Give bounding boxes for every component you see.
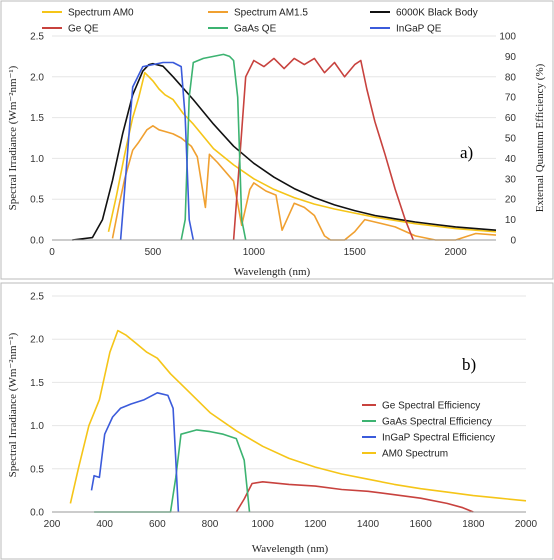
series-line-ge-spectral-efficiency bbox=[235, 480, 474, 513]
y2-tick-label: 20 bbox=[505, 195, 517, 206]
legend-label-6000k-black-body: 6000K Black Body bbox=[396, 8, 478, 19]
legend-label-ingap-spectral-efficiency: InGaP Spectral Efficiency bbox=[382, 433, 495, 444]
y2-tick-label: 30 bbox=[505, 174, 517, 185]
panel-a-y-axis-label: Spectral Irradiance (Wm⁻²nm⁻¹) bbox=[7, 65, 19, 210]
legend-label-gaas-qe: GaAs QE bbox=[234, 24, 277, 35]
legend-label-gaas-spectral-efficiency: GaAs Spectral Efficiency bbox=[382, 417, 492, 428]
series-line-gaas-qe bbox=[180, 53, 247, 241]
panel-a-x-axis-label: Wavelength (nm) bbox=[234, 266, 311, 278]
series-line-spectrum-am0 bbox=[107, 71, 497, 233]
x-tick-label: 200 bbox=[44, 519, 61, 530]
y2-tick-label: 40 bbox=[505, 154, 517, 165]
series-line-ingap-spectral-efficiency bbox=[90, 391, 180, 513]
panel-a: 0.0 0.5 1.0 1.5 2.0 2.5 0 10 20 30 40 50 60 70 80 90 100… bbox=[0, 0, 554, 280]
series-line-spectrum-am1-5 bbox=[111, 125, 497, 241]
panel-b-x-axis-label: Wavelength (nm) bbox=[252, 543, 329, 555]
x-tick-label: 1000 bbox=[243, 247, 266, 258]
panel-a-series bbox=[72, 53, 497, 241]
y-tick-label: 0.5 bbox=[30, 195, 44, 206]
y2-tick-label: 70 bbox=[505, 93, 517, 104]
series-line-ge-qe bbox=[232, 57, 415, 241]
series-line-6000k-black-body bbox=[72, 62, 497, 241]
y-tick-label: 1.0 bbox=[30, 421, 44, 432]
panel-a-y2-axis-label: External Quantum Efficiency (%) bbox=[534, 63, 546, 212]
y2-tick-label: 60 bbox=[505, 113, 517, 124]
panel-b: 0.0 0.5 1.0 1.5 2.0 2.5 200 400 600 800 1000 1200 14… bbox=[0, 282, 554, 560]
y-tick-label: 2.5 bbox=[30, 32, 44, 43]
y-tick-label: 1.0 bbox=[30, 154, 44, 165]
y2-tick-label: 100 bbox=[499, 32, 516, 43]
y-tick-label: 0.0 bbox=[30, 236, 44, 247]
x-tick-label: 400 bbox=[96, 519, 113, 530]
y2-tick-label: 0 bbox=[510, 236, 516, 247]
y-tick-label: 2.5 bbox=[30, 292, 44, 303]
y-tick-label: 1.5 bbox=[30, 113, 44, 124]
x-tick-label: 800 bbox=[202, 519, 219, 530]
x-tick-label: 500 bbox=[145, 247, 162, 258]
y2-tick-label: 50 bbox=[505, 134, 517, 145]
series-line-am0-spectrum bbox=[69, 329, 527, 504]
x-tick-label: 2000 bbox=[445, 247, 468, 258]
panel-b-legend: Ge Spectral Efficiency GaAs Spectral Effi… bbox=[362, 401, 495, 460]
x-tick-label: 1500 bbox=[344, 247, 367, 258]
panel-b-label: b) bbox=[462, 355, 476, 374]
x-tick-label: 1800 bbox=[462, 519, 485, 530]
panel-b-y-axis-label: Spectral Irradiance (Wm⁻²nm⁻¹) bbox=[7, 332, 19, 477]
legend-label-ingap-qe: InGaP QE bbox=[396, 24, 442, 35]
y-tick-label: 0.0 bbox=[30, 508, 44, 519]
x-tick-label: 1000 bbox=[252, 519, 275, 530]
y-tick-label: 1.5 bbox=[30, 378, 44, 389]
x-tick-label: 1200 bbox=[304, 519, 327, 530]
series-line-ingap-qe bbox=[119, 61, 195, 241]
x-tick-label: 2000 bbox=[515, 519, 538, 530]
y-tick-label: 2.0 bbox=[30, 335, 44, 346]
legend-label-ge-spectral-efficiency: Ge Spectral Efficiency bbox=[382, 401, 480, 412]
y-tick-label: 0.5 bbox=[30, 464, 44, 475]
x-tick-label: 1400 bbox=[357, 519, 380, 530]
panel-a-label: a) bbox=[460, 143, 473, 162]
x-tick-label: 0 bbox=[49, 247, 55, 258]
x-tick-label: 600 bbox=[149, 519, 166, 530]
legend-label-ge-qe: Ge QE bbox=[68, 24, 99, 35]
panel-a-legend: Spectrum AM0 Spectrum AM1.5 6000K Black Bo… bbox=[42, 8, 478, 35]
y2-tick-label: 90 bbox=[505, 52, 517, 63]
legend-label-am0-spectrum: AM0 Spectrum bbox=[382, 449, 448, 460]
legend-label-spectrum-am1-5: Spectrum AM1.5 bbox=[234, 8, 308, 19]
y2-tick-label: 80 bbox=[505, 72, 517, 83]
legend-label-spectrum-am0: Spectrum AM0 bbox=[68, 8, 134, 19]
x-tick-label: 1600 bbox=[410, 519, 433, 530]
y2-tick-label: 10 bbox=[505, 215, 517, 226]
y-tick-label: 2.0 bbox=[30, 72, 44, 83]
